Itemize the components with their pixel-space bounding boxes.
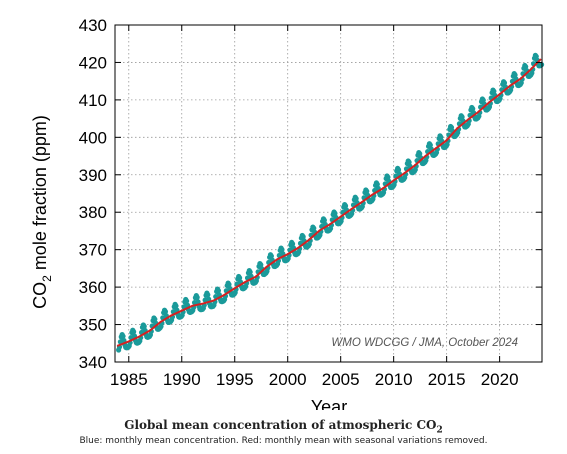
monthly-point [406,159,412,165]
monthly-point [364,188,370,194]
monthly-point [501,80,508,86]
caption-note: Blue: monthly mean concentration. Red: m… [79,436,488,446]
y-tick-label: 380 [79,203,107,222]
monthly-point [512,72,518,78]
x-tick-label: 2010 [375,370,413,389]
monthly-point [491,88,497,94]
y-tick-label: 350 [79,316,107,335]
x-tick-label: 2005 [322,370,360,389]
monthly-point [470,106,476,112]
monthly-point [268,253,274,259]
monthly-point [438,134,444,140]
monthly-point [289,241,296,247]
x-axis-label: Year [311,397,347,410]
monthly-point [427,142,433,148]
y-tick-label: 360 [79,278,107,297]
monthly-point [162,309,169,315]
y-axis-label: CO2 mole fraction (ppm) [30,115,54,309]
monthly-point [279,246,285,253]
monthly-point [152,316,158,322]
monthly-mean-series [116,52,545,353]
plot-frame [114,24,543,363]
monthly-point [459,114,465,120]
monthly-point [236,275,243,281]
monthly-point [226,281,232,288]
source-annotation: WMO WDCGG / JMA, October 2024 [331,337,518,349]
x-tick-label: 2020 [481,370,519,389]
monthly-point [195,299,201,305]
monthly-point [194,294,200,300]
monthly-point [353,195,359,202]
monthly-point [321,217,327,223]
x-tick-label: 2015 [428,370,466,389]
monthly-point [131,329,137,335]
y-tick-label: 390 [79,166,107,185]
y-tick-label: 340 [79,353,107,372]
monthly-point [205,292,211,298]
y-tick-label: 420 [79,53,107,72]
monthly-point [342,203,349,209]
monthly-point [215,288,221,294]
monthly-point [141,323,147,329]
caption-title: Global mean concentration of atmospheric… [124,418,443,436]
deseasonalized-series-line [116,58,542,347]
monthly-point [120,333,126,339]
x-tick-label: 1995 [216,370,254,389]
y-tick-label: 410 [79,91,107,110]
axis-ticks: 340 350 360 370 380 390 400 410 420 430 1985 1990 19… [79,16,542,389]
y-tick-label: 370 [79,241,107,260]
y-tick-label: 400 [79,128,107,147]
monthly-point [173,303,179,309]
monthly-point [332,210,338,216]
monthly-point [300,234,306,240]
monthly-point [184,298,190,304]
monthly-point [385,174,391,180]
x-tick-label: 1985 [110,370,148,389]
x-tick-label: 1990 [163,370,201,389]
co2-chart: 340 350 360 370 380 390 400 410 420 430 1985 1990 19… [30,16,545,410]
monthly-point [374,181,380,187]
monthly-point [395,167,402,173]
monthly-point [247,269,253,275]
y-tick-label: 430 [79,16,107,35]
x-tick-label: 2000 [269,370,307,389]
monthly-point [206,296,212,302]
